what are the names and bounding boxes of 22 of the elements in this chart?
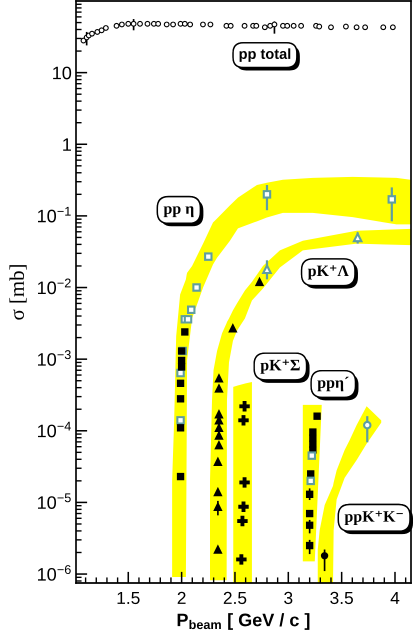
y-tick-label: 10$^{−3}$	[38, 350, 71, 366]
annotation: pp η	[164, 206, 194, 218]
x-tick-label: 3	[284, 592, 292, 604]
y-tick-label: 10$^{−4}$	[38, 422, 71, 438]
x-tick-label: 2	[178, 592, 186, 604]
annotation: ppη´	[317, 376, 349, 392]
y-tick-label: 10$^{−1}$	[38, 206, 71, 222]
annotation: ppK⁺K⁻	[344, 510, 403, 526]
x-tick-label: 2.5	[224, 592, 246, 604]
y-tick-label: 1	[63, 138, 71, 151]
x-tick-label: 4	[390, 592, 400, 604]
y-axis-title: σ [mb]	[9, 265, 27, 320]
x-tick-label: 1.5	[118, 592, 140, 604]
y-tick-label: 10$^{−6}$	[38, 565, 71, 581]
x-axis-title: P$_{beam}$ [ GeV / c ]	[178, 613, 310, 630]
annotation: pp total	[240, 48, 290, 62]
annotation: pK⁺Σ	[260, 359, 300, 374]
annotation: pK⁺Λ	[308, 265, 349, 280]
y-tick-label: 10$^{−5}$	[38, 493, 71, 509]
y-tick-label: 10	[53, 66, 72, 80]
y-tick-label: 10$^{−2}$	[38, 278, 71, 294]
x-tick-label: 3.5	[330, 592, 353, 604]
